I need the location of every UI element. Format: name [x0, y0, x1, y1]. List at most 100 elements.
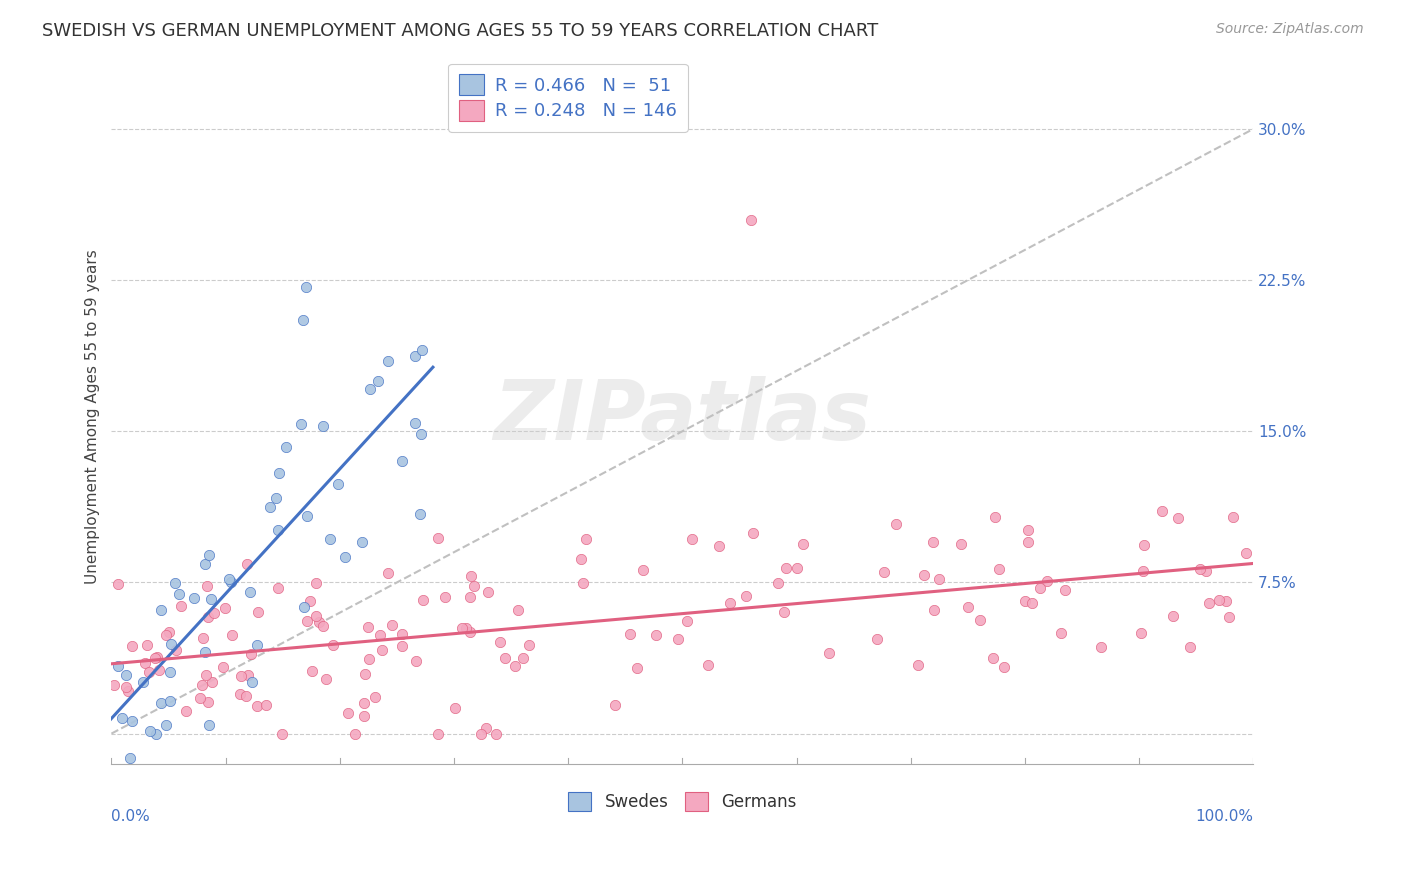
Point [404, 349, 426, 363]
Point [984, 510, 1007, 524]
Point [988, 562, 1011, 576]
Point [865, 632, 887, 647]
Point [219, 574, 242, 589]
Point [645, 628, 668, 642]
Point [145, 726, 167, 740]
Point [322, 638, 344, 652]
Point [191, 678, 214, 692]
Point [412, 592, 434, 607]
Point [107, 659, 129, 673]
Point [134, 656, 156, 670]
Point [391, 626, 413, 640]
Point [238, 585, 260, 599]
Point [458, 624, 481, 639]
Point [405, 654, 427, 668]
Point [115, 680, 138, 694]
Point [301, 665, 323, 679]
Point [506, 602, 529, 616]
Point [229, 669, 252, 683]
Point [240, 675, 263, 690]
Point [218, 572, 240, 586]
Point [1017, 534, 1039, 549]
Point [460, 568, 482, 582]
Point [200, 591, 222, 606]
Point [475, 721, 498, 735]
Point [681, 533, 703, 547]
Point [353, 666, 375, 681]
Point [1036, 574, 1059, 589]
Point [411, 343, 433, 357]
Point [117, 684, 139, 698]
Point [295, 614, 318, 628]
Point [1028, 582, 1050, 596]
Point [1014, 594, 1036, 608]
Point [150, 696, 173, 710]
Point [312, 419, 335, 434]
Point [1178, 640, 1201, 655]
Point [1198, 596, 1220, 610]
Point [907, 657, 929, 672]
Point [709, 540, 731, 554]
Point [155, 718, 177, 732]
Point [269, 466, 291, 480]
Point [773, 605, 796, 619]
Point [264, 491, 287, 505]
Point [312, 619, 335, 633]
Point [391, 454, 413, 468]
Point [319, 532, 342, 546]
Point [195, 579, 218, 593]
Point [359, 382, 381, 396]
Point [145, 650, 167, 665]
Point [228, 687, 250, 701]
Point [118, 751, 141, 765]
Point [766, 576, 789, 591]
Point [145, 651, 167, 665]
Point [198, 548, 221, 562]
Point [368, 628, 391, 642]
Text: 100.0%: 100.0% [1195, 809, 1253, 824]
Point [155, 627, 177, 641]
Point [292, 599, 315, 614]
Point [993, 660, 1015, 674]
Point [956, 599, 979, 614]
Point [259, 500, 281, 515]
Point [792, 537, 814, 551]
Text: 0.0%: 0.0% [111, 809, 150, 824]
Point [240, 647, 263, 661]
Point [353, 696, 375, 710]
Point [235, 690, 257, 704]
Point [741, 525, 763, 540]
Point [603, 698, 626, 712]
Point [353, 708, 375, 723]
Point [1189, 562, 1212, 576]
Point [139, 724, 162, 739]
Point [1017, 523, 1039, 537]
Point [775, 560, 797, 574]
Point [391, 639, 413, 653]
Point [308, 615, 330, 629]
Point [517, 638, 540, 652]
Point [267, 581, 290, 595]
Point [246, 638, 269, 652]
Point [111, 711, 134, 725]
Point [191, 632, 214, 646]
Point [1090, 640, 1112, 655]
Point [304, 576, 326, 591]
Point [981, 650, 1004, 665]
Point [458, 590, 481, 604]
Point [477, 584, 499, 599]
Point [381, 617, 404, 632]
Point [357, 620, 380, 634]
Point [1050, 625, 1073, 640]
Point [485, 726, 508, 740]
Point [276, 440, 298, 454]
Point [371, 642, 394, 657]
Point [335, 550, 357, 565]
Point [211, 660, 233, 674]
Point [1161, 608, 1184, 623]
Point [735, 589, 758, 603]
Point [454, 621, 477, 635]
Point [290, 417, 312, 431]
Point [1167, 510, 1189, 524]
Point [575, 533, 598, 547]
